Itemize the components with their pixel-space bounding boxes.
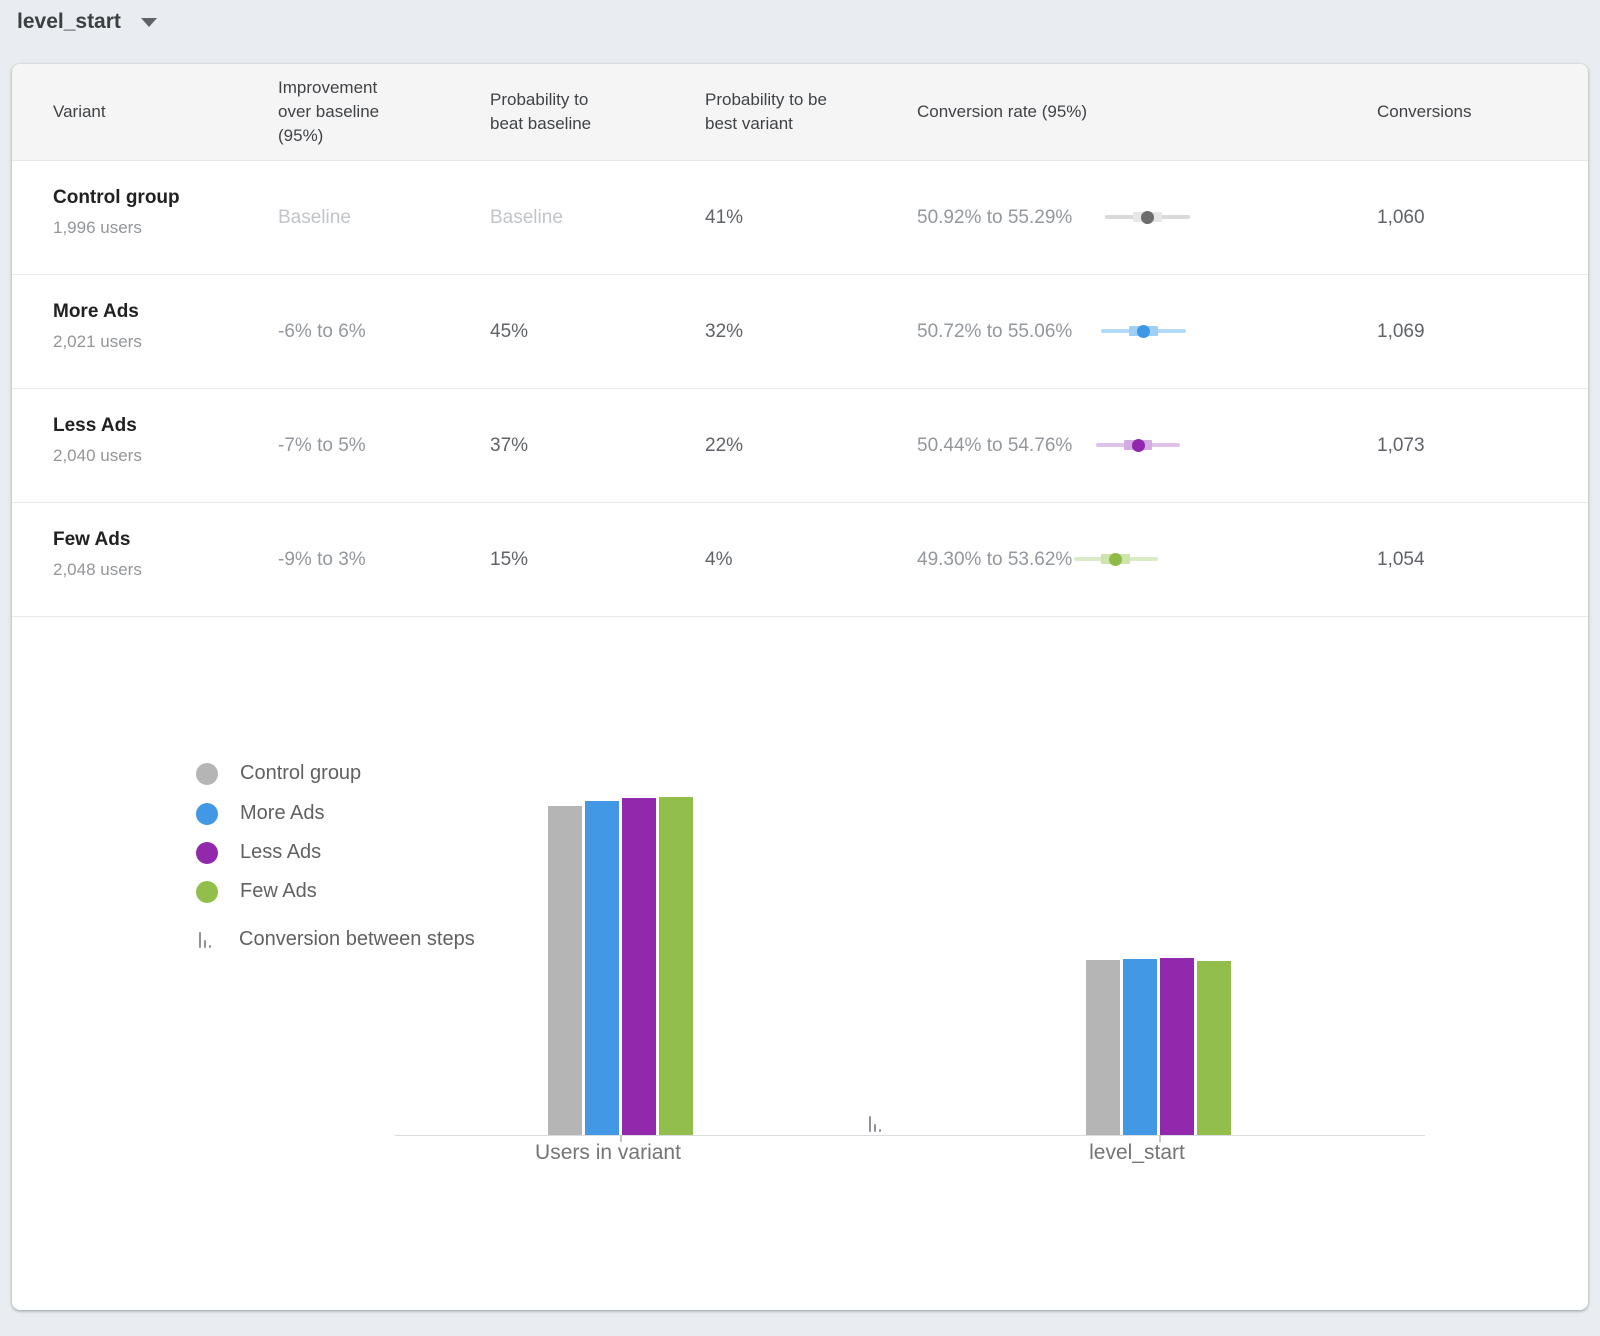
column-header-prob-best: Probability to be best variant: [705, 90, 827, 133]
legend-label: Less Ads: [240, 841, 322, 863]
column-header-conversion-rate: Conversion rate (95%): [917, 102, 1088, 121]
table-row-more-ads: More Ads 2,021 users -6% to 6% 45% 32% 5…: [12, 275, 1588, 389]
x-axis-label-users-in-variant: Users in variant: [535, 1141, 681, 1164]
table-header: Variant Improvement over baseline (95%) …: [12, 64, 1588, 161]
conversions-value: 1,073: [1377, 434, 1425, 456]
variant-name: Less Ads: [53, 415, 137, 436]
conversions-value: 1,054: [1377, 548, 1425, 570]
variant-name: Few Ads: [53, 529, 131, 550]
conversions-value: 1,060: [1377, 206, 1425, 228]
confidence-interval-plot: [1060, 161, 1270, 274]
variant-cell: Control group 1,996 users: [53, 161, 268, 274]
confidence-interval-plot: [1060, 503, 1270, 616]
table-row-control-group: Control group 1,996 users Baseline Basel…: [12, 161, 1588, 275]
legend-label: More Ads: [240, 802, 325, 824]
conversion-rate-range: 49.30% to 53.62%: [917, 548, 1073, 570]
improvement-value: -7% to 5%: [278, 434, 366, 456]
goal-metric-dropdown[interactable]: level_start: [17, 6, 157, 38]
bar-control-group: [548, 806, 582, 1135]
table-body: Control group 1,996 users Baseline Basel…: [12, 161, 1588, 617]
conversion-rate-range: 50.44% to 54.76%: [917, 434, 1073, 456]
legend-item-conversion-between-steps: Conversion between steps: [196, 928, 475, 951]
prob-beat-baseline-value: Baseline: [490, 206, 563, 228]
variant-user-count: 2,021 users: [53, 332, 142, 351]
column-header-improvement: Improvement over baseline (95%): [278, 78, 380, 145]
prob-best-variant-value: 32%: [705, 320, 744, 342]
conversion-rate-range: 50.92% to 55.29%: [917, 206, 1073, 228]
legend-color-dot: [196, 802, 218, 825]
column-header-conversions: Conversions: [1377, 102, 1472, 121]
chevron-down-icon: [140, 17, 157, 27]
table-row-less-ads: Less Ads 2,040 users -7% to 5% 37% 22% 5…: [12, 389, 1588, 503]
conversions-value: 1,069: [1377, 320, 1425, 342]
bar-control-group: [1086, 960, 1120, 1135]
bar-more-ads: [1123, 959, 1157, 1135]
goal-metric-value: level_start: [17, 10, 121, 33]
prob-beat-baseline-value: 45%: [490, 320, 529, 342]
improvement-value: -9% to 3%: [278, 548, 366, 570]
confidence-interval-plot: [1060, 275, 1270, 388]
results-card: Variant Improvement over baseline (95%) …: [12, 64, 1588, 1310]
bar-few-ads: [1197, 961, 1231, 1135]
interval-median-dot: [1131, 439, 1145, 452]
prob-best-variant-value: 41%: [705, 206, 744, 228]
x-axis-tick: [620, 1135, 622, 1142]
variant-user-count: 1,996 users: [53, 218, 142, 237]
x-axis-label-level-start: level_start: [1089, 1141, 1185, 1164]
variant-user-count: 2,040 users: [53, 446, 142, 465]
legend-color-dot: [196, 762, 218, 785]
legend-item-control-group: Control group: [196, 762, 361, 785]
interval-median-dot: [1109, 553, 1123, 566]
prob-best-variant-value: 4%: [705, 548, 733, 570]
prob-best-variant-value: 22%: [705, 434, 744, 456]
variant-cell: Less Ads 2,040 users: [53, 389, 268, 502]
bar-more-ads: [585, 801, 619, 1135]
interval-median-dot: [1141, 211, 1155, 224]
variant-user-count: 2,048 users: [53, 560, 142, 579]
x-axis-line: [395, 1135, 1425, 1136]
conversion-rate-range: 50.72% to 55.06%: [917, 320, 1073, 342]
column-header-variant: Variant: [53, 102, 106, 121]
confidence-interval-plot: [1060, 389, 1270, 502]
variant-name: More Ads: [53, 301, 139, 322]
variant-cell: Few Ads 2,048 users: [53, 503, 268, 616]
interval-median-dot: [1137, 325, 1151, 338]
column-header-prob-beat: Probability to beat baseline: [490, 90, 592, 133]
variant-cell: More Ads 2,021 users: [53, 275, 268, 388]
improvement-value: -6% to 6%: [278, 320, 366, 342]
legend-item-few-ads: Few Ads: [196, 880, 317, 903]
legend-item-more-ads: More Ads: [196, 802, 324, 825]
variant-name: Control group: [53, 187, 180, 208]
legend-label: Few Ads: [240, 880, 317, 902]
legend-item-less-ads: Less Ads: [196, 841, 321, 864]
bar-less-ads: [622, 798, 656, 1135]
legend-label: Conversion between steps: [239, 928, 475, 950]
legend-color-dot: [196, 841, 218, 864]
legend-color-dot: [196, 880, 218, 903]
bar-few-ads: [659, 797, 693, 1135]
conversion-between-steps-icon: [196, 931, 217, 948]
legend-label: Control group: [240, 762, 362, 784]
bar-less-ads: [1160, 958, 1194, 1135]
funnel-chart: Control group More Ads Less Ads Few Ads …: [12, 616, 1588, 1310]
x-axis-tick: [1159, 1135, 1161, 1142]
prob-beat-baseline-value: 15%: [490, 548, 529, 570]
improvement-value: Baseline: [278, 206, 351, 228]
prob-beat-baseline-value: 37%: [490, 434, 529, 456]
conversion-between-steps-icon: [866, 1116, 887, 1132]
table-row-few-ads: Few Ads 2,048 users -9% to 3% 15% 4% 49.…: [12, 503, 1588, 617]
